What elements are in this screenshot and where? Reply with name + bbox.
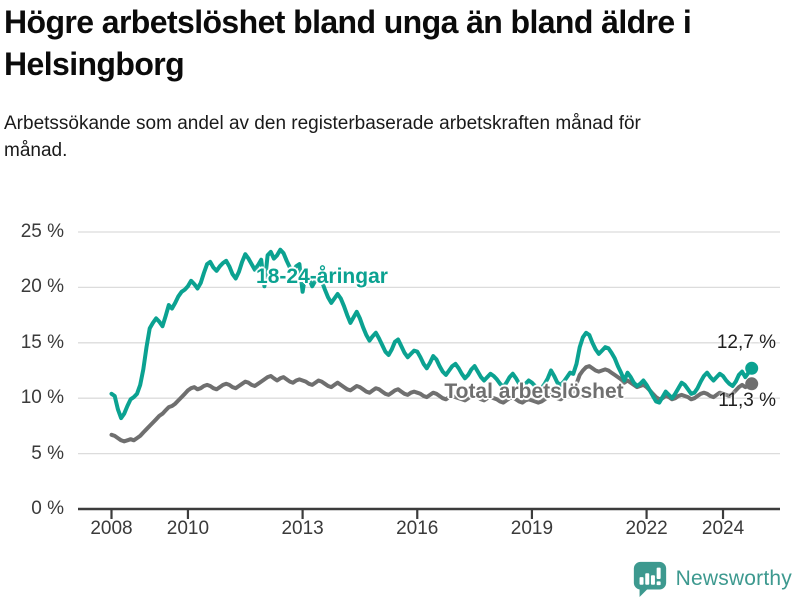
y-axis-tick-label: 20 % [20,276,64,298]
x-axis-tick-label: 2008 [90,518,133,539]
y-axis-tick-label: 0 % [31,498,64,519]
series-end-dot-1 [745,361,759,375]
end-value-total: 11,3 % [718,390,776,411]
x-axis-tick-label: 2016 [396,518,439,539]
y-axis-tick-label: 25 % [20,221,64,242]
x-axis-tick-label: 2010 [166,518,210,539]
y-axis-tick-label: 5 % [31,442,64,464]
series-label-total: Total arbetslöshet [444,380,624,403]
chart-subtitle: Arbetssökande som andel av den registerb… [4,113,641,161]
end-value-young: 12,7 % [716,332,776,353]
newsworthy-wordmark: Newsworthy [675,567,792,590]
y-axis-tick-label: 10 % [20,387,64,409]
series-label-young: 18-24-åringar [256,265,388,288]
x-axis-tick-label: 2013 [281,518,324,539]
y-axis-tick-label: 15 % [20,331,64,353]
x-axis-tick-label: 2024 [701,518,745,539]
series-line-0 [109,364,754,444]
x-axis-tick-label: 2019 [510,518,554,539]
newsworthy-logo: Newsworthy [631,558,792,600]
x-axis-tick-label: 2022 [625,518,668,539]
series-line-1 [109,247,754,421]
chart-title: Högre arbetslöshet bland unga än bland ä… [4,4,692,82]
series-end-dot-0 [745,377,759,391]
newsworthy-bubble-icon [633,561,666,598]
